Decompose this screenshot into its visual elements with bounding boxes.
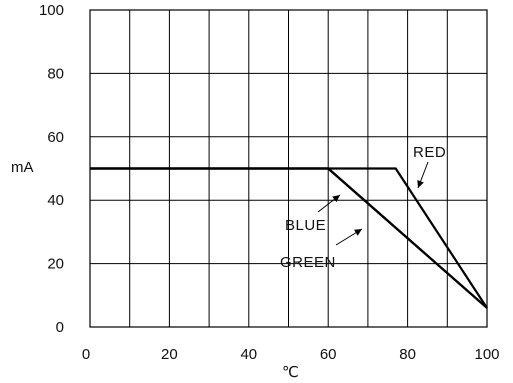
arrow-red [417, 161, 429, 189]
x-tick-label: 20 [161, 346, 178, 363]
y-axis-label: mA [11, 159, 34, 176]
series-label-red: RED [413, 144, 446, 161]
x-tick-label: 100 [474, 346, 499, 363]
x-tick-label: 40 [240, 346, 257, 363]
x-axis-label: ℃ [282, 364, 299, 381]
series-label-green: GREEN [280, 254, 336, 271]
series-label-blue: BLUE [285, 217, 326, 234]
series-line-green [90, 167, 488, 309]
x-tick-label: 60 [320, 346, 337, 363]
x-tick-label: 80 [399, 346, 416, 363]
y-tick-labels: 0 20 40 60 80 100 [39, 2, 64, 336]
x-tick-labels: 0 20 40 60 80 100 [82, 346, 500, 363]
y-tick-label: 60 [47, 129, 64, 146]
series-lines [90, 167, 488, 309]
y-tick-label: 20 [47, 256, 64, 273]
y-tick-label: 100 [39, 2, 64, 19]
label-arrows [317, 161, 429, 246]
arrow-blue [317, 194, 341, 213]
y-tick-label: 40 [47, 192, 64, 209]
x-tick-label: 0 [82, 346, 90, 363]
y-tick-label: 0 [56, 319, 64, 336]
y-tick-label: 80 [47, 65, 64, 82]
arrow-green [335, 228, 363, 246]
